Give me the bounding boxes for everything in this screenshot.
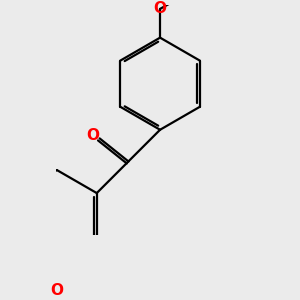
Text: O: O bbox=[50, 284, 63, 298]
Text: O: O bbox=[154, 2, 166, 16]
Text: O: O bbox=[86, 128, 99, 143]
